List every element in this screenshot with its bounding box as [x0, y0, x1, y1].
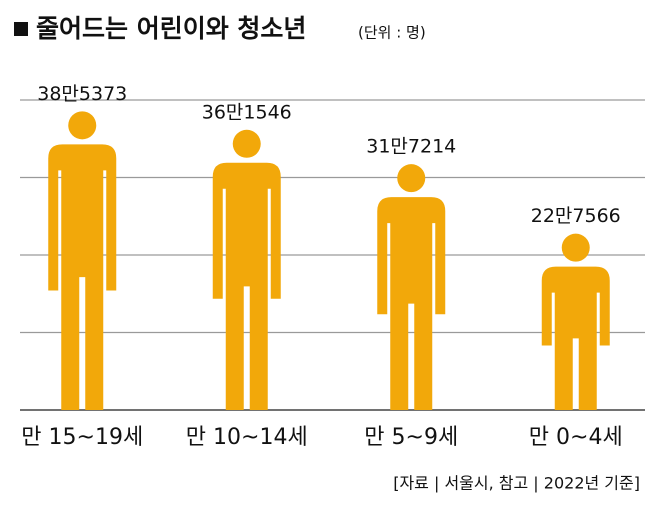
- x-tick-label: 만 15~19세: [21, 425, 143, 450]
- chart-title: 줄어드는 어린이와 청소년: [36, 14, 306, 43]
- x-tick-label: 만 5~9세: [364, 425, 458, 450]
- person-figure: [541, 233, 610, 410]
- x-tick-label: 만 10~14세: [186, 425, 308, 450]
- x-tick-label: 만 0~4세: [529, 425, 623, 450]
- source: [자료 | 서울시, 참고 | 2022년 기준]: [393, 474, 640, 493]
- person-figure: [377, 164, 446, 410]
- title-marker: [14, 22, 28, 36]
- person-figure: [48, 111, 117, 410]
- value-label: 36만1546: [202, 101, 292, 123]
- value-label: 31만7214: [366, 136, 456, 158]
- person-figure: [212, 129, 281, 410]
- chart-subtitle: (단위 : 명): [358, 24, 426, 42]
- value-label: 22만7566: [531, 205, 621, 227]
- value-label: 38만5373: [37, 83, 127, 105]
